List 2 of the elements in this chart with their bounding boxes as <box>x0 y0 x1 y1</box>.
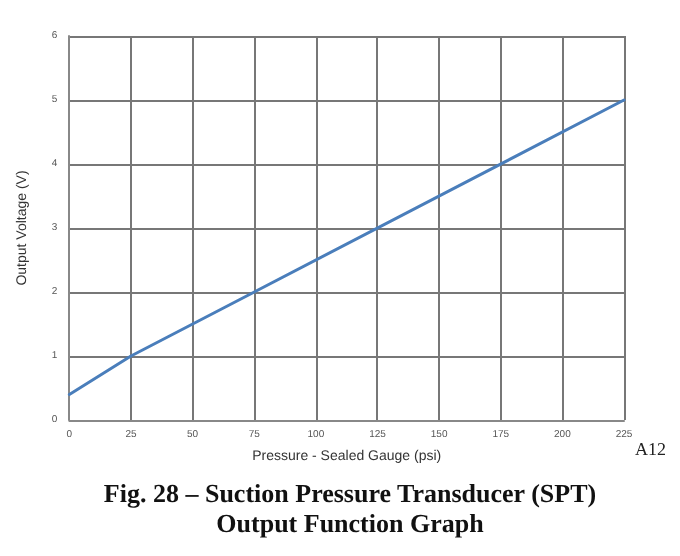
text: A12 <box>635 439 666 459</box>
text: Fig. 28 – Suction Pressure Transducer (SPT) Output Function Graph <box>103 478 597 538</box>
